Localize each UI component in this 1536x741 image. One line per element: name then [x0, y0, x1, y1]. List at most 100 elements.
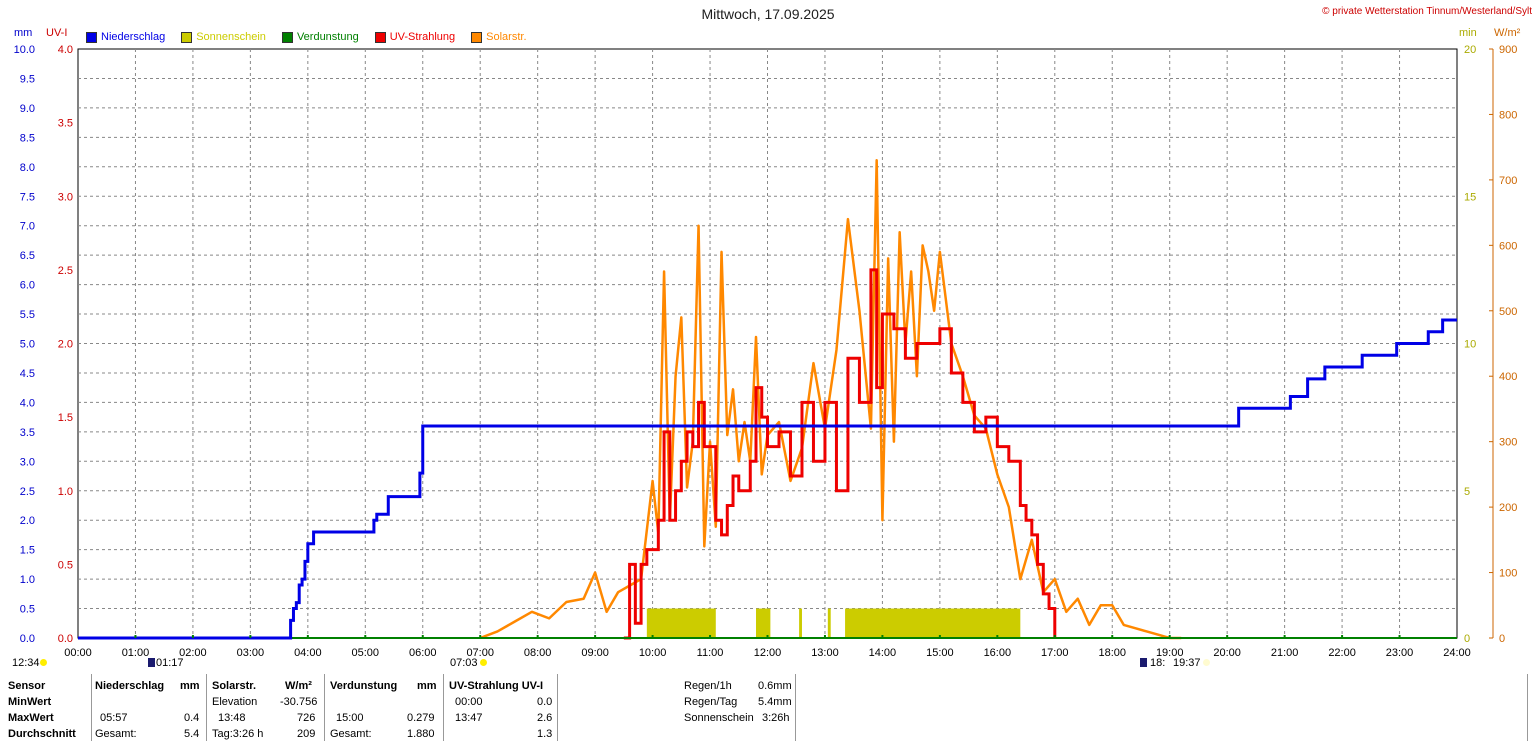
x-tick: 05:00 [352, 647, 380, 659]
legend-item-uv: UV-Strahlung [374, 31, 456, 43]
stats-divider [324, 674, 325, 741]
y-tick-mm: 10.0 [14, 44, 35, 56]
y-tick-mm: 8.0 [20, 162, 35, 174]
y-tick-wm2: 400 [1499, 371, 1517, 383]
sun-set-label: 18: [1150, 657, 1166, 669]
x-tick: 08:00 [524, 647, 552, 659]
unit-min-label: min [1459, 27, 1477, 39]
y-tick-mm: 6.5 [20, 250, 35, 262]
y-tick-mm: 1.5 [20, 545, 35, 557]
x-tick: 15:00 [926, 647, 954, 659]
x-tick: 17:00 [1041, 647, 1069, 659]
stats-s-avg-val: 209 [297, 728, 316, 740]
y-tick-uvi: 2.5 [58, 265, 73, 277]
y-tick-wm2: 800 [1499, 109, 1517, 121]
y-tick-mm: 6.0 [20, 280, 35, 292]
y-tick-mm: 5.5 [20, 309, 35, 321]
y-tick-min: 5 [1464, 486, 1470, 498]
y-tick-wm2: 100 [1499, 568, 1517, 580]
x-tick: 13:00 [811, 647, 839, 659]
legend-swatch-niederschlag [86, 31, 97, 43]
stats-extra-value-0: 0.6mm [758, 680, 792, 692]
y-tick-min: 20 [1464, 44, 1476, 56]
stats-s-min-time: Elevation [212, 696, 258, 708]
series-niederschlag-line [78, 318, 1457, 640]
y-tick-uvi: 0.5 [58, 559, 73, 571]
sun-rise-time: 07:03 [450, 657, 478, 669]
x-tick: 10:00 [639, 647, 667, 659]
legend-item-niederschlag: Niederschlag [86, 31, 165, 43]
stats-n-avg-val: 5.4 [184, 728, 200, 740]
x-tick: 03:00 [237, 647, 265, 659]
y-tick-uvi: 2.0 [58, 339, 73, 351]
y-tick-wm2: 300 [1499, 437, 1517, 449]
legend-swatch-uv [374, 31, 386, 43]
legend-label-uv: UV-Strahlung [389, 31, 456, 43]
y-tick-uvi: 3.0 [58, 191, 73, 203]
stats-row-min-label: MinWert [8, 696, 52, 708]
sun-rise-label: 01:17 [156, 657, 184, 669]
sun-icon-rise [480, 659, 487, 666]
y-tick-mm: 9.5 [20, 73, 35, 85]
legend-label-sonnenschein: Sonnenschein [196, 31, 266, 43]
stats-divider [557, 674, 558, 741]
sunshine-bar [827, 608, 831, 638]
stats-extra-value-1: 5.4mm [758, 696, 792, 708]
y-tick-uvi: 0.0 [58, 633, 73, 645]
stats-header-sensor: Sensor [8, 680, 46, 692]
y-tick-mm: 2.0 [20, 515, 35, 527]
legend: Niederschlag Sonnenschein Verdunstung UV… [86, 31, 527, 43]
stats-n-max-time: 05:57 [100, 712, 128, 724]
x-tick: 00:00 [64, 647, 92, 659]
stats-s-max-time: 13:48 [218, 712, 246, 724]
y-tick-uvi: 1.5 [58, 412, 73, 424]
x-tick: 19:00 [1156, 647, 1184, 659]
x-tick: 11:00 [697, 647, 724, 659]
stats-s-min-val: -30.756 [280, 696, 318, 708]
x-tick: 02:00 [179, 647, 207, 659]
stats-divider [91, 674, 92, 741]
y-tick-mm: 0.0 [20, 633, 35, 645]
stats-s-max-val: 726 [297, 712, 316, 724]
x-tick: 23:00 [1386, 647, 1414, 659]
y-tick-uvi: 3.5 [58, 118, 73, 130]
legend-swatch-solar [471, 31, 483, 43]
series-uv-line [623, 268, 1057, 640]
stats-extra-value-2: 3:26h [762, 712, 790, 724]
y-tick-min: 0 [1464, 633, 1470, 645]
x-tick: 14:00 [869, 647, 897, 659]
sunshine-bar [756, 608, 771, 638]
legend-label-solar: Solarstr. [486, 31, 527, 43]
y-tick-wm2: 500 [1499, 306, 1517, 318]
unit-wm2-label: W/m² [1494, 27, 1521, 39]
stats-u-max-val: 2.6 [537, 712, 553, 724]
y-tick-wm2: 600 [1499, 240, 1517, 252]
stats-v-max-time: 15:00 [336, 712, 364, 724]
y-tick-uvi: 4.0 [58, 44, 73, 56]
x-tick: 20:00 [1213, 647, 1241, 659]
y-tick-mm: 7.0 [20, 221, 35, 233]
sun-icon-left [40, 659, 47, 666]
stats-row-avg-label: Durchschnitt [8, 728, 76, 740]
x-tick: 18:00 [1098, 647, 1126, 659]
legend-item-sonnenschein: Sonnenschein [181, 31, 266, 43]
sun-set-time: 19:37 [1173, 657, 1201, 669]
x-tick: 22:00 [1328, 647, 1356, 659]
stats-n-avg-time: Gesamt: [95, 728, 137, 740]
x-tick: 04:00 [294, 647, 322, 659]
chart-title: Mittwoch, 17.09.2025 [701, 6, 835, 22]
y-tick-mm: 4.0 [20, 397, 35, 409]
stats-divider [206, 674, 207, 741]
x-tick: 09:00 [581, 647, 609, 659]
y-tick-mm: 4.5 [20, 368, 35, 380]
stats-extra-label-0: Regen/1h [684, 680, 732, 692]
stats-extra-label-1: Regen/Tag [684, 696, 738, 708]
legend-label-verdunstung: Verdunstung [296, 31, 359, 43]
stats-u-max-time: 13:47 [455, 712, 483, 724]
x-tick: 16:00 [984, 647, 1012, 659]
y-tick-mm: 0.5 [20, 604, 35, 616]
stats-header-uv: UV-Strahlung UV-I [449, 680, 544, 692]
stats-divider [795, 674, 796, 741]
unit-uvi-label: UV-I [46, 27, 68, 39]
stats-extra-label-2: Sonnenschein [684, 712, 754, 724]
